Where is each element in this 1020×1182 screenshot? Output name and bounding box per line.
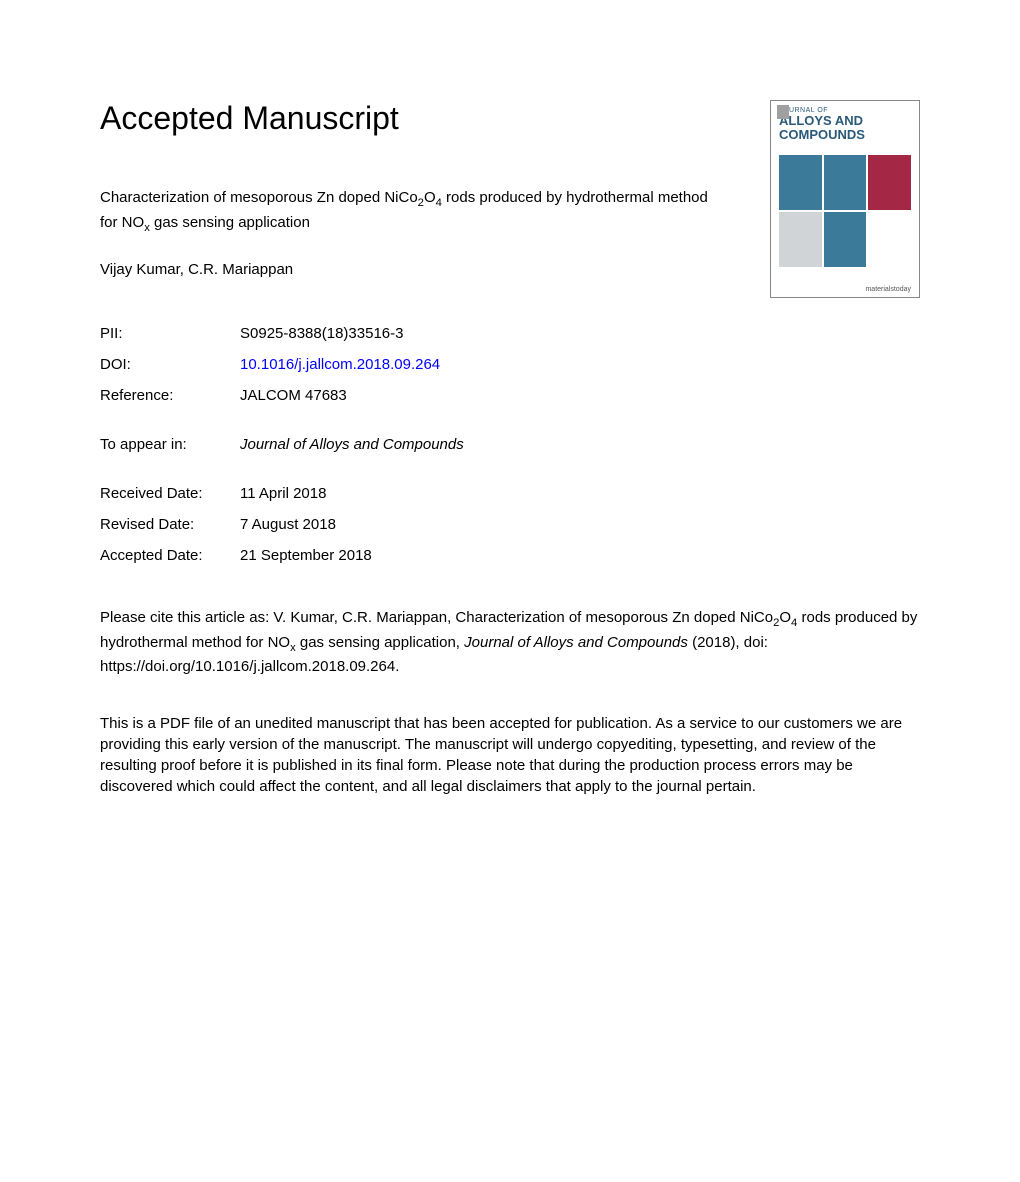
article-title: Characterization of mesoporous Zn doped … bbox=[100, 187, 720, 237]
disclaimer-text: This is a PDF file of an unedited manusc… bbox=[100, 713, 920, 797]
cover-square bbox=[824, 212, 867, 267]
title-text-2: O bbox=[424, 189, 436, 206]
reference-value: JALCOM 47683 bbox=[240, 380, 440, 411]
cover-title-line1: ALLOYS AND bbox=[779, 114, 911, 128]
accepted-value: 21 September 2018 bbox=[240, 540, 372, 571]
citation-text: Please cite this article as: V. Kumar, C… bbox=[100, 607, 920, 678]
cover-title-line2: COMPOUNDS bbox=[779, 128, 911, 142]
appear-value: Journal of Alloys and Compounds bbox=[240, 429, 464, 460]
cover-square bbox=[868, 155, 911, 210]
cover-square bbox=[779, 212, 822, 267]
title-text-4: gas sensing application bbox=[150, 214, 310, 231]
cover-square bbox=[779, 155, 822, 210]
doi-link[interactable]: 10.1016/j.jallcom.2018.09.264 bbox=[240, 356, 440, 373]
doi-label: DOI: bbox=[100, 349, 240, 380]
elsevier-logo-icon bbox=[777, 105, 789, 119]
dates-table: Received Date: 11 April 2018 Revised Dat… bbox=[100, 478, 372, 571]
pii-label: PII: bbox=[100, 318, 240, 349]
received-label: Received Date: bbox=[100, 478, 240, 509]
citation-p2: O bbox=[779, 609, 791, 626]
metadata-table: PII: S0925-8388(18)33516-3 DOI: 10.1016/… bbox=[100, 318, 440, 411]
accepted-label: Accepted Date: bbox=[100, 540, 240, 571]
title-text-1: Characterization of mesoporous Zn doped … bbox=[100, 189, 418, 206]
citation-journal: Journal of Alloys and Compounds bbox=[464, 634, 688, 651]
cover-square bbox=[868, 212, 911, 267]
journal-cover-thumbnail: JOURNAL OF ALLOYS AND COMPOUNDS material… bbox=[770, 100, 920, 298]
cover-footer: materialstoday bbox=[865, 286, 911, 293]
appear-table: To appear in: Journal of Alloys and Comp… bbox=[100, 429, 464, 460]
reference-label: Reference: bbox=[100, 380, 240, 411]
citation-p1: Please cite this article as: V. Kumar, C… bbox=[100, 609, 773, 626]
received-value: 11 April 2018 bbox=[240, 478, 372, 509]
citation-p4: gas sensing application, bbox=[296, 634, 464, 651]
revised-label: Revised Date: bbox=[100, 509, 240, 540]
cover-squares-grid bbox=[771, 155, 919, 267]
cover-square bbox=[824, 155, 867, 210]
appear-label: To appear in: bbox=[100, 429, 240, 460]
pii-value: S0925-8388(18)33516-3 bbox=[240, 318, 440, 349]
revised-value: 7 August 2018 bbox=[240, 509, 372, 540]
